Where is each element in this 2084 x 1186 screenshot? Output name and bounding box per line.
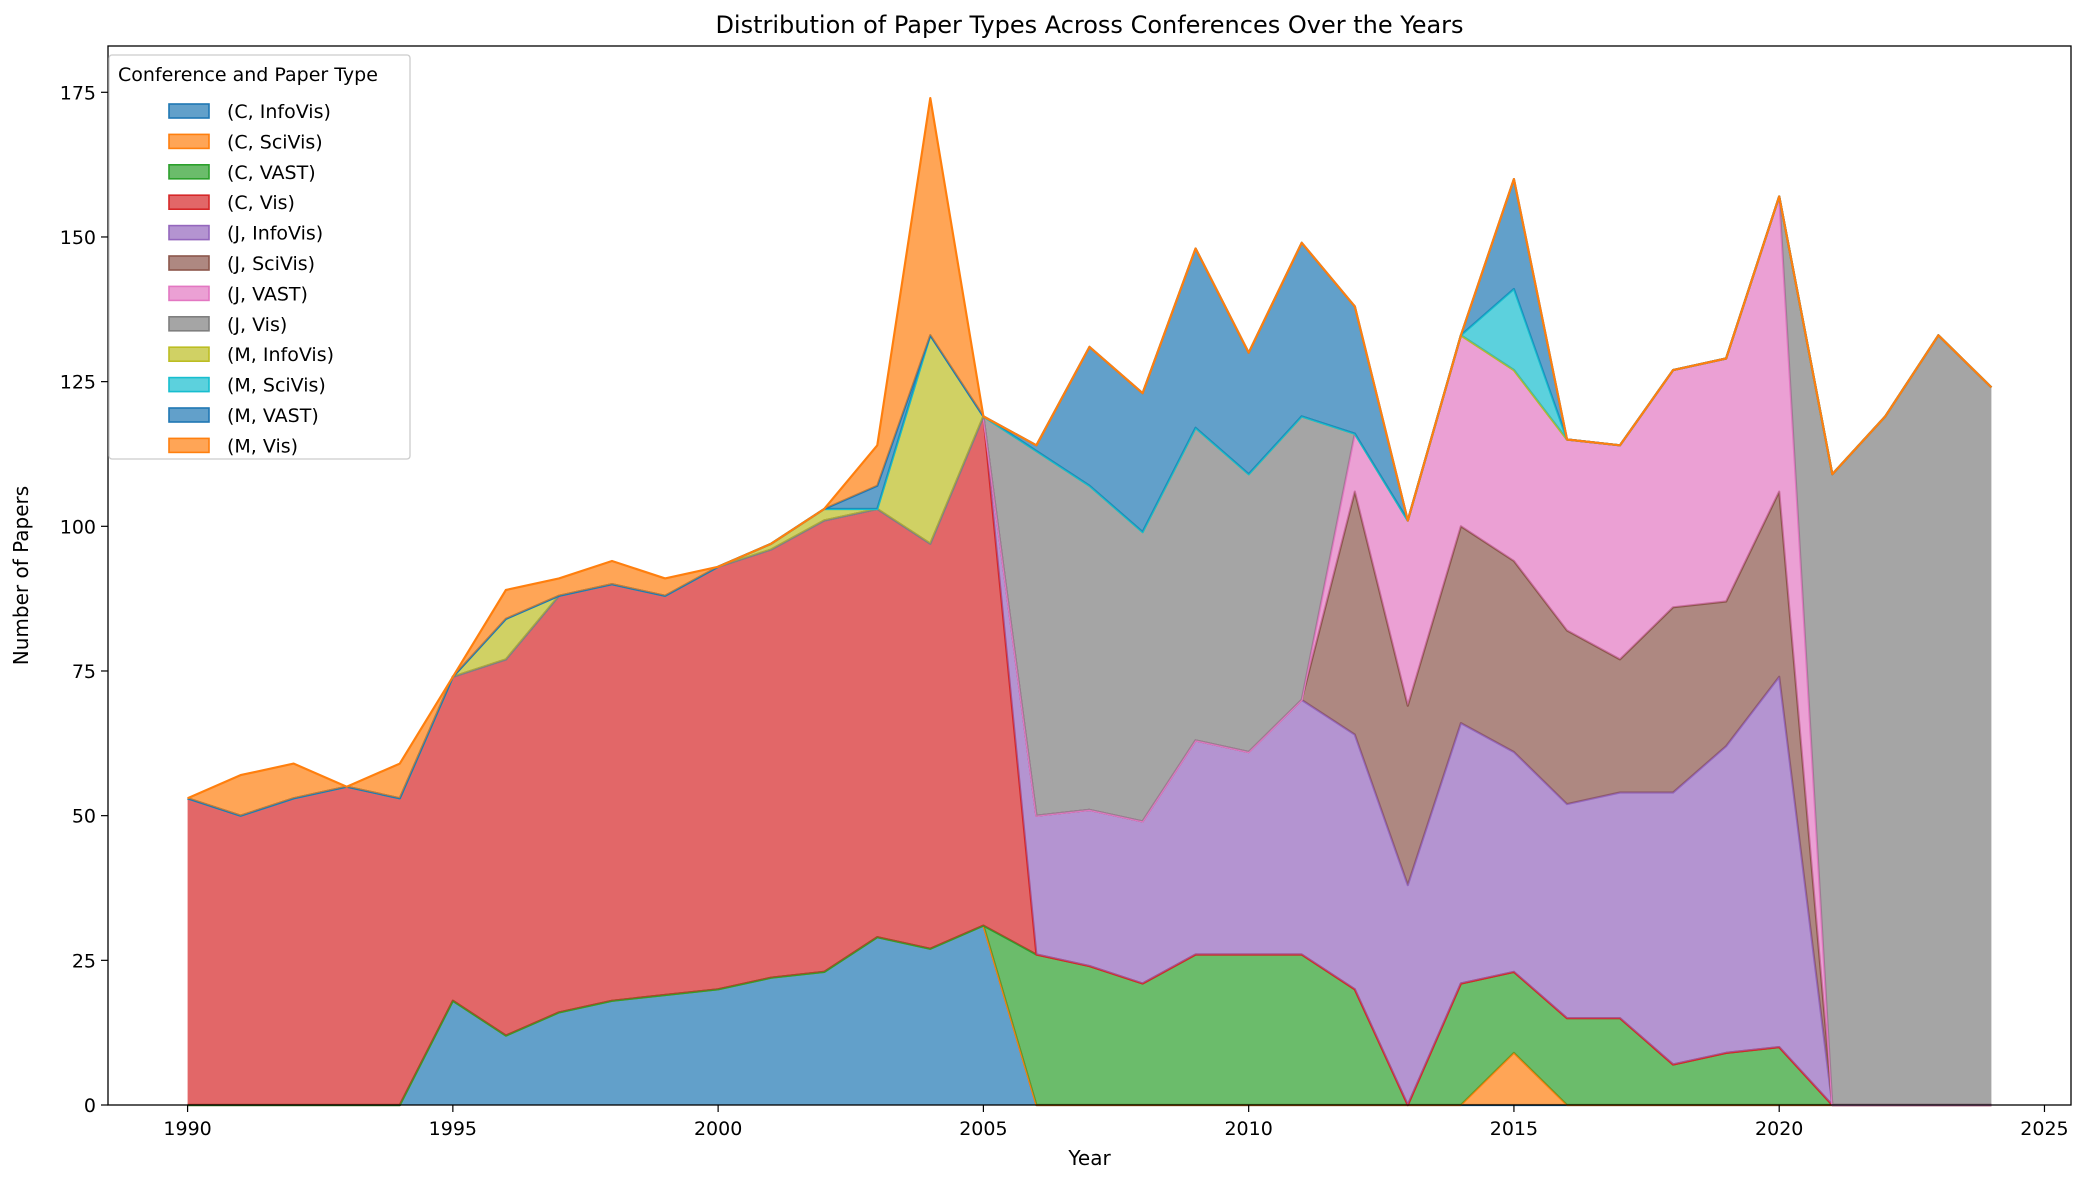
x-tick-label: 1990 (163, 1118, 211, 1140)
y-tick-label: 125 (60, 372, 96, 394)
y-tick-label: 0 (84, 1095, 96, 1117)
area-0 (187, 925, 1992, 1105)
x-tick-label: 2020 (1755, 1118, 1803, 1140)
legend-label: (M, VAST) (227, 405, 319, 427)
area-3 (187, 416, 1992, 1105)
legend-items: (C, InfoVis) (C, SciVis) (C, VAST) (C, Vis)… (168, 101, 334, 457)
legend-swatch (168, 285, 210, 302)
legend-swatch (168, 133, 210, 150)
legend-swatch (168, 376, 210, 393)
x-tick-label: 1995 (429, 1118, 477, 1140)
legend-label: (C, VAST) (227, 162, 316, 184)
x-axis-label: Year (1067, 1146, 1111, 1170)
legend-swatch (168, 315, 210, 332)
area-5 (187, 416, 1992, 1105)
y-tick-label: 75 (72, 661, 96, 683)
legend-swatch (168, 407, 210, 423)
legend-swatch (168, 164, 210, 180)
area-6 (187, 196, 1992, 1105)
chart-title: Distribution of Paper Types Across Confe… (715, 11, 1463, 39)
legend-label: (M, InfoVis) (227, 344, 334, 366)
legend-title: Conference and Paper Type (118, 64, 378, 86)
legend-label: (J, VAST) (227, 283, 308, 305)
legend-label: (J, InfoVis) (227, 223, 323, 245)
x-tick-label: 2025 (2020, 1118, 2068, 1140)
y-tick-label: 150 (60, 227, 96, 249)
legend-label: (C, InfoVis) (227, 101, 331, 123)
x-tick-label: 2015 (1490, 1118, 1538, 1140)
legend-swatch (168, 103, 210, 119)
area-7 (187, 196, 1992, 1105)
y-tick-label: 100 (60, 516, 96, 538)
legend-label: (M, SciVis) (227, 375, 326, 397)
legend-label: (J, Vis) (227, 314, 287, 336)
y-tick-label: 25 (72, 950, 96, 972)
legend-swatch (168, 194, 210, 210)
area-2 (187, 925, 1992, 1105)
legend-label: (C, SciVis) (227, 131, 323, 153)
y-tick-label: 175 (60, 82, 96, 104)
area-4 (187, 416, 1992, 1105)
legend-label: (J, SciVis) (227, 253, 315, 275)
legend-swatch (168, 437, 210, 454)
legend-swatch (168, 255, 210, 271)
legend-swatch (168, 224, 210, 241)
y-tick-label: 50 (72, 806, 96, 828)
x-axis-ticks: 1990 1995 2000 2005 2010 2015 2020 2025 (163, 1105, 2069, 1140)
legend-label: (M, Vis) (227, 435, 298, 457)
y-axis-ticks: 0 25 50 75 100 125 150 175 (60, 82, 108, 1117)
legend-swatch (168, 346, 210, 363)
x-tick-label: 2005 (959, 1118, 1007, 1140)
legend-label: (C, Vis) (227, 192, 295, 214)
y-axis-label: Number of Papers (9, 486, 33, 665)
legend: Conference and Paper Type (C, InfoVis)(C… (108, 54, 411, 460)
area-10 (187, 179, 1992, 816)
x-tick-label: 2000 (694, 1118, 742, 1140)
x-tick-label: 2010 (1224, 1118, 1272, 1140)
plot-frame (107, 45, 2072, 1106)
area-line-11 (187, 97, 1993, 800)
